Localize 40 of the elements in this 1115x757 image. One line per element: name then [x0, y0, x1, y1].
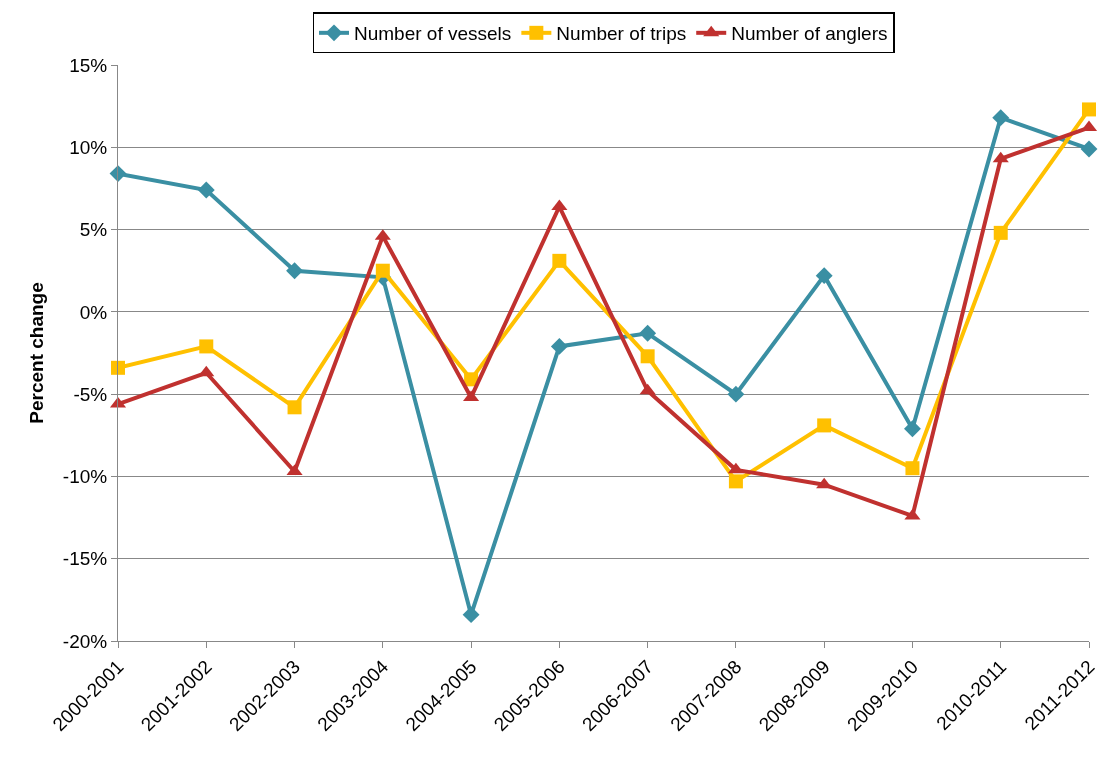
y-tick-label: 10%	[69, 136, 108, 158]
point	[198, 365, 215, 377]
point	[727, 462, 744, 474]
point	[551, 199, 568, 211]
y-tick-label: -5%	[73, 383, 108, 405]
point	[993, 225, 1008, 240]
legend-label: Number of anglers	[731, 23, 888, 45]
point	[727, 385, 745, 403]
point	[286, 262, 303, 280]
point	[904, 508, 921, 520]
y-axis-title: Percent change	[25, 282, 47, 424]
point	[1082, 102, 1096, 117]
point	[905, 461, 920, 476]
legend-label: Number of vessels	[354, 23, 512, 45]
point	[640, 349, 655, 364]
point	[639, 383, 656, 395]
legend-label: Number of trips	[556, 23, 687, 45]
point	[992, 151, 1009, 163]
point	[815, 267, 833, 285]
point	[111, 360, 125, 375]
point	[992, 109, 1010, 127]
point	[199, 339, 214, 354]
point	[287, 400, 302, 415]
point	[1080, 140, 1098, 158]
y-tick-label: -20%	[62, 630, 108, 652]
point	[375, 263, 390, 278]
point	[109, 165, 127, 183]
point	[728, 474, 743, 489]
y-tick-label: 0%	[79, 301, 108, 323]
y-tick-label: -10%	[62, 466, 108, 488]
point	[639, 324, 657, 342]
y-tick-label: -15%	[62, 548, 108, 570]
point	[552, 253, 567, 268]
y-tick-label: 5%	[79, 219, 108, 241]
point	[197, 181, 215, 199]
point	[462, 606, 480, 624]
point	[904, 420, 921, 438]
point	[550, 337, 568, 355]
point	[817, 418, 832, 433]
y-tick-label: 15%	[69, 54, 108, 76]
